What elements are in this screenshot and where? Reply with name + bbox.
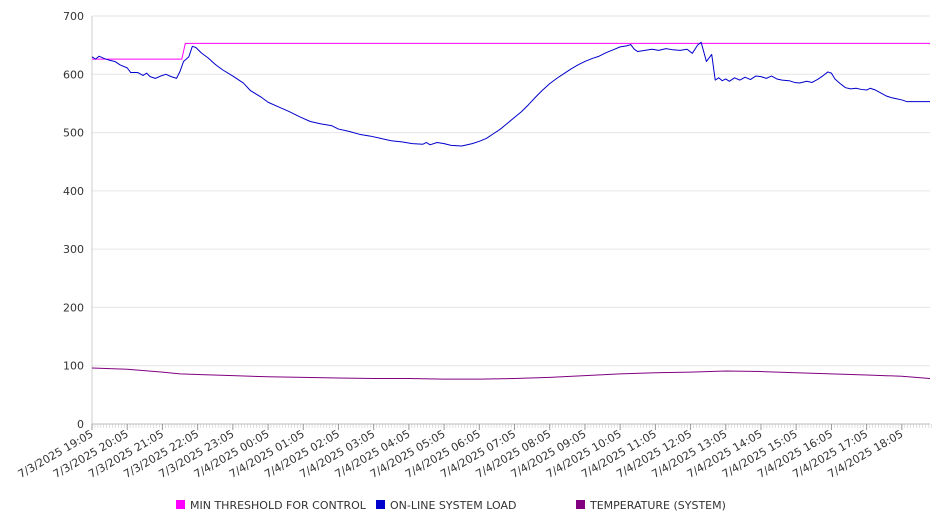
legend-label: MIN THRESHOLD FOR CONTROL	[190, 499, 367, 512]
y-tick-label: 100	[63, 360, 84, 373]
y-tick-label: 200	[63, 301, 84, 314]
y-tick-label: 500	[63, 127, 84, 140]
legend-label: TEMPERATURE (SYSTEM)	[589, 499, 726, 512]
y-tick-label: 0	[77, 418, 84, 431]
grid-layer	[92, 15, 930, 367]
series-layer	[91, 41, 931, 380]
legend: MIN THRESHOLD FOR CONTROL ON-LINE SYSTEM …	[176, 499, 726, 512]
series-line-1	[91, 41, 930, 147]
series-line-0	[92, 42, 930, 60]
legend-swatch	[576, 500, 585, 509]
y-tick-label: 400	[63, 185, 84, 198]
legend-label: ON-LINE SYSTEM LOAD	[390, 499, 516, 512]
y-tick-label: 700	[63, 10, 84, 23]
series-line-2	[91, 367, 931, 380]
legend-swatch	[176, 500, 185, 509]
legend-swatch	[376, 500, 385, 509]
y-tick-label: 600	[63, 68, 84, 81]
y-tick-label: 300	[63, 243, 84, 256]
